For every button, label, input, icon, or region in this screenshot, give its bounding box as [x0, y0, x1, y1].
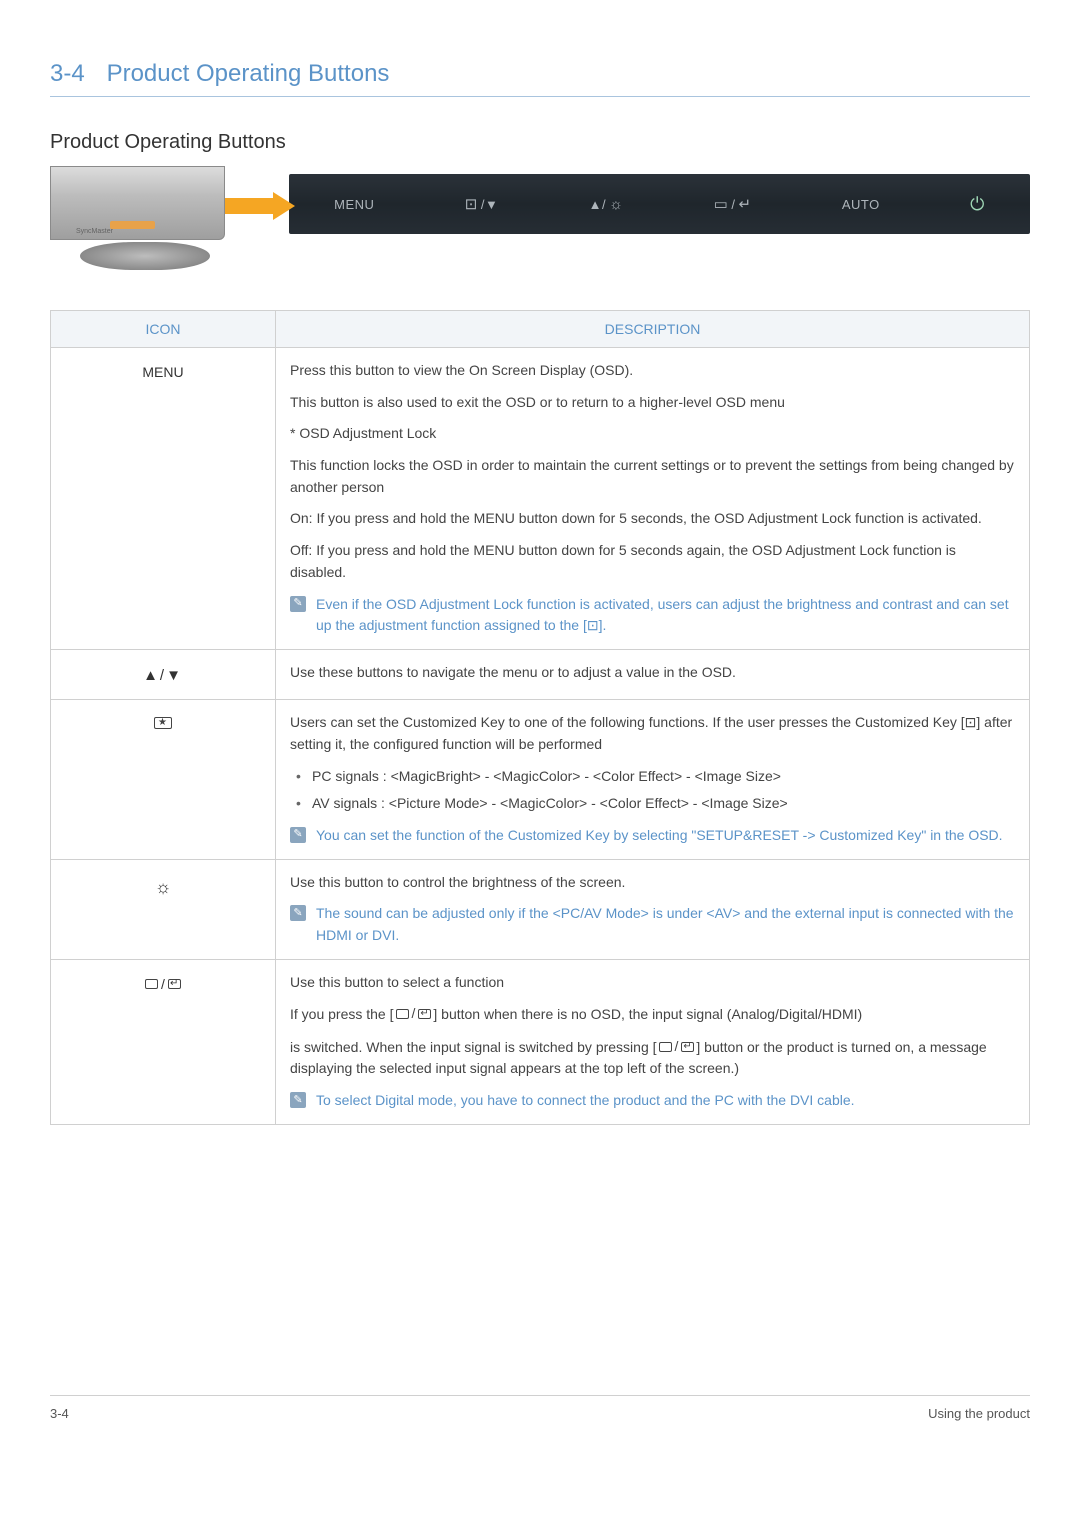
table-row: Users can set the Customized Key to one …: [51, 700, 1030, 859]
desc-source: Use this button to select a function If …: [276, 959, 1030, 1124]
desc-menu: Press this button to view the On Screen …: [276, 348, 1030, 650]
bar-source: ▭/↵: [714, 195, 752, 213]
icon-source: /: [51, 959, 276, 1124]
desc-brightness: Use this button to control the brightnes…: [276, 859, 1030, 959]
page-title-row: 3-4 Product Operating Buttons: [50, 60, 1030, 97]
icon-brightness: ☼: [51, 859, 276, 959]
bar-auto: AUTO: [842, 197, 880, 212]
table-row: / Use this button to select a function I…: [51, 959, 1030, 1124]
note-icon: ✎: [290, 827, 306, 843]
desc-custom-key: Users can set the Customized Key to one …: [276, 700, 1030, 859]
button-bar: MENU ⊡/▼ ▲/☼ ▭/↵ AUTO ⏻: [289, 174, 1030, 234]
monitor-illustration: SyncMaster: [50, 166, 235, 274]
hero-image: SyncMaster MENU ⊡/▼ ▲/☼ ▭/↵ AUTO ⏻: [50, 166, 1030, 274]
subtitle: Product Operating Buttons: [50, 131, 1030, 154]
bar-power-icon: ⏻: [970, 194, 985, 215]
list-item: PC signals : <MagicBright> - <MagicColor…: [294, 766, 1015, 788]
icon-navigate: ▲/▼: [51, 649, 276, 699]
table-row: ▲/▼ Use these buttons to navigate the me…: [51, 649, 1030, 699]
note: ✎ To select Digital mode, you have to co…: [290, 1090, 1015, 1112]
page-footer: 3-4 Using the product: [50, 1395, 1030, 1421]
section-number: 3-4: [50, 60, 85, 87]
section-title: Product Operating Buttons: [107, 60, 390, 87]
icon-menu: MENU: [51, 348, 276, 650]
header-icon: ICON: [51, 311, 276, 348]
table-row: ☼ Use this button to control the brightn…: [51, 859, 1030, 959]
description-table: ICON DESCRIPTION MENU Press this button …: [50, 310, 1030, 1125]
note-icon: ✎: [290, 596, 306, 612]
table-row: MENU Press this button to view the On Sc…: [51, 348, 1030, 650]
desc-navigate: Use these buttons to navigate the menu o…: [276, 649, 1030, 699]
note: ✎ The sound can be adjusted only if the …: [290, 903, 1015, 946]
note-icon: ✎: [290, 1092, 306, 1108]
header-desc: DESCRIPTION: [276, 311, 1030, 348]
arrow-icon: [225, 192, 295, 220]
icon-custom-key: [51, 700, 276, 859]
note: ✎ You can set the function of the Custom…: [290, 825, 1015, 847]
bar-menu: MENU: [334, 197, 374, 212]
note-icon: ✎: [290, 905, 306, 921]
bar-down: ⊡/▼: [465, 195, 499, 213]
note: ✎ Even if the OSD Adjustment Lock functi…: [290, 594, 1015, 637]
signal-list: PC signals : <MagicBright> - <MagicColor…: [290, 766, 1015, 815]
list-item: AV signals : <Picture Mode> - <MagicColo…: [294, 793, 1015, 815]
bar-up: ▲/☼: [589, 196, 624, 213]
footer-right: Using the product: [928, 1406, 1030, 1421]
footer-left: 3-4: [50, 1406, 69, 1421]
